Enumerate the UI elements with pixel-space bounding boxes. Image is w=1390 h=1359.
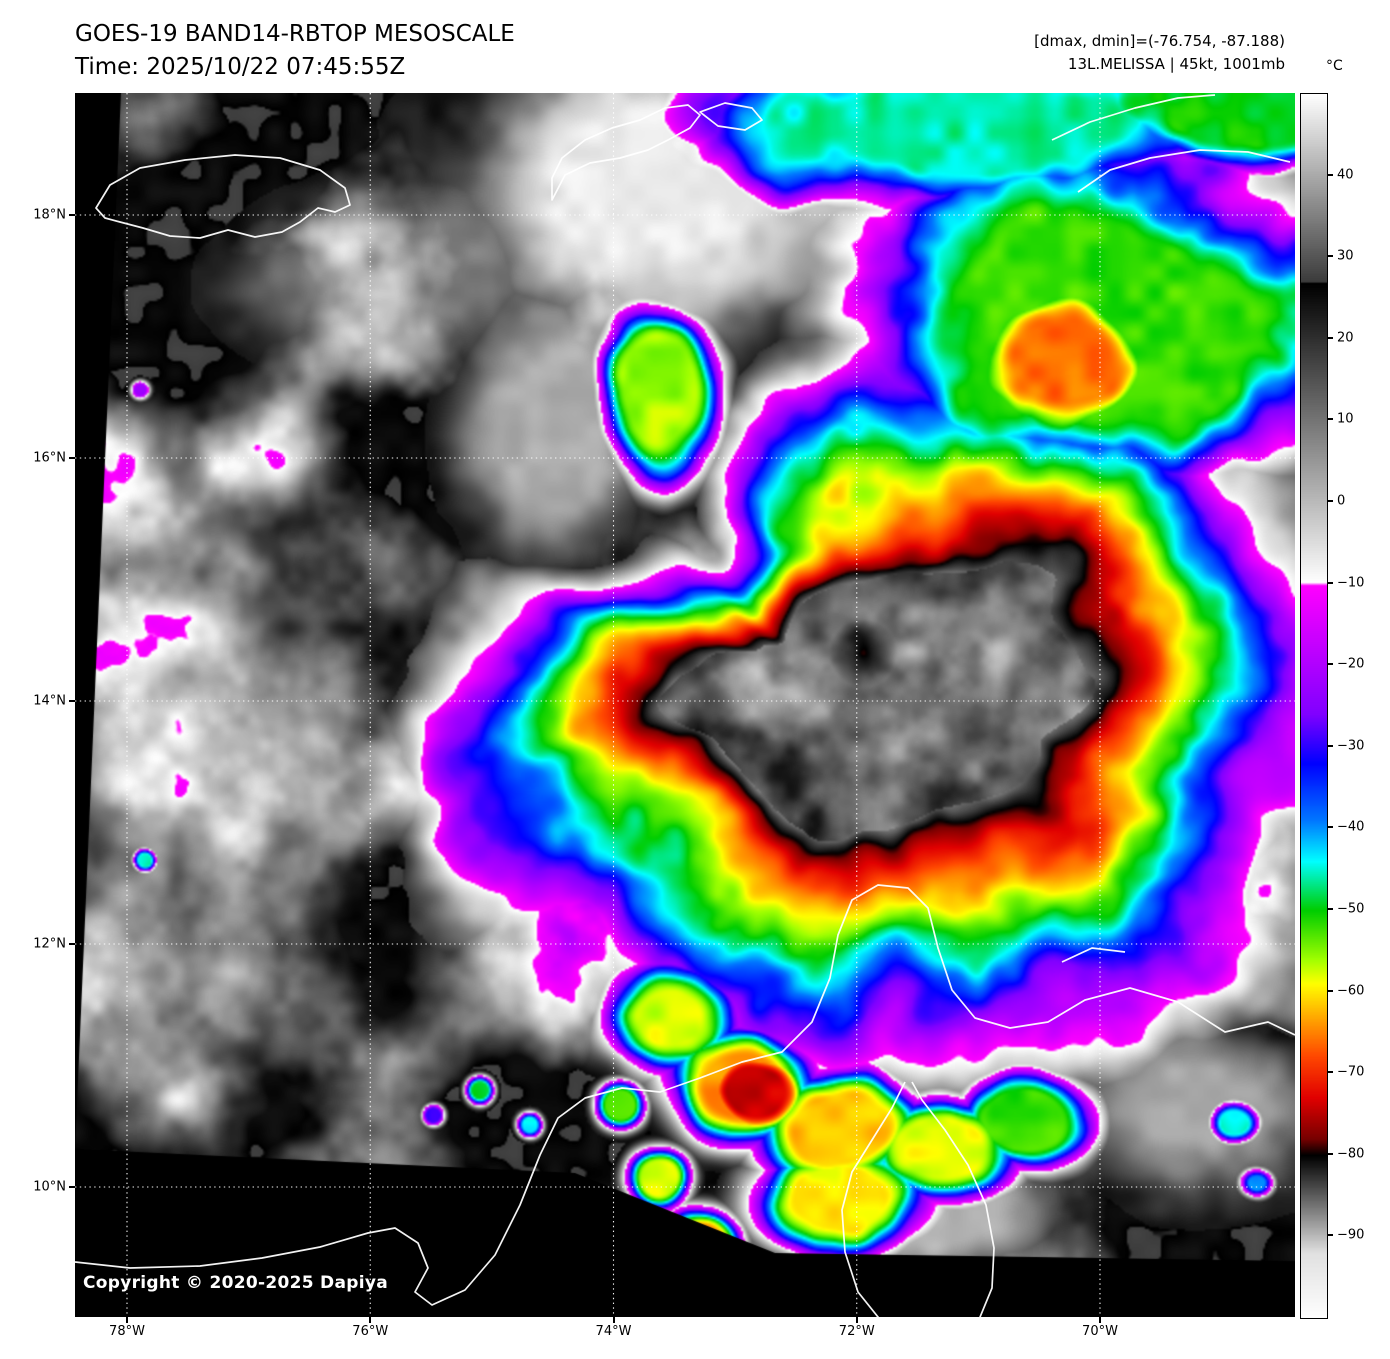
product-title: GOES-19 BAND14-RBTOP MESOSCALE bbox=[75, 21, 515, 47]
cbar-label--70: −70 bbox=[1337, 1064, 1365, 1080]
cbar-label-40: 40 bbox=[1337, 167, 1354, 183]
cbar-tick--40 bbox=[1328, 826, 1333, 829]
product-info-block: [dmax, dmin]=(-76.754, -87.188) 13L.MELI… bbox=[1034, 30, 1285, 75]
coast-south-america bbox=[75, 884, 1295, 1306]
lon-tick-76 bbox=[369, 1317, 372, 1323]
lon-label-76: 76°W bbox=[352, 1324, 389, 1339]
graticule-gridlines bbox=[75, 93, 1295, 1317]
cbar-label--30: −30 bbox=[1337, 738, 1365, 754]
cbar-tick--10 bbox=[1328, 581, 1333, 584]
dmax-dmin-readout: [dmax, dmin]=(-76.754, -87.188) bbox=[1034, 32, 1285, 50]
lat-tick-18 bbox=[69, 214, 75, 216]
map-overlay bbox=[75, 93, 1295, 1317]
lon-label-72: 72°W bbox=[838, 1324, 875, 1339]
lon-tick-78 bbox=[126, 1317, 128, 1323]
cbar-label--90: −90 bbox=[1337, 1227, 1365, 1243]
cbar-label--10: −10 bbox=[1337, 575, 1365, 591]
colorbar-unit-label: °C bbox=[1326, 58, 1343, 74]
cbar-label--50: −50 bbox=[1337, 901, 1365, 917]
copyright-label: Copyright © 2020-2025 Dapiya bbox=[83, 1273, 388, 1293]
cbar-tick--80 bbox=[1328, 1152, 1333, 1155]
cbar-tick--90 bbox=[1328, 1234, 1333, 1237]
colorbar-canvas bbox=[1301, 94, 1327, 1318]
cbar-label-30: 30 bbox=[1337, 248, 1354, 264]
lat-tick-10 bbox=[69, 1186, 75, 1188]
cbar-tick-0 bbox=[1328, 500, 1333, 502]
cbar-label--80: −80 bbox=[1337, 1146, 1365, 1162]
cbar-tick--50 bbox=[1328, 908, 1333, 910]
lon-label-74: 74°W bbox=[595, 1324, 632, 1339]
cbar-tick-40 bbox=[1328, 173, 1333, 176]
lat-tick-16 bbox=[69, 457, 75, 459]
coast-hispaniola-south bbox=[1077, 149, 1291, 193]
lon-tick-70 bbox=[1099, 1317, 1101, 1323]
coast-haiti-peninsula bbox=[551, 104, 701, 201]
lat-label-12: 12°N bbox=[33, 936, 66, 952]
storm-info: 13L.MELISSA | 45kt, 1001mb bbox=[1067, 54, 1285, 73]
cbar-tick-30 bbox=[1328, 255, 1333, 258]
lat-label-10: 10°N bbox=[33, 1179, 66, 1195]
lat-label-16: 16°N bbox=[33, 450, 66, 466]
coast-venezuela-islands bbox=[1061, 947, 1126, 963]
lon-tick-72 bbox=[855, 1317, 858, 1323]
lon-label-70: 70°W bbox=[1082, 1324, 1118, 1339]
cbar-tick-20 bbox=[1328, 336, 1333, 339]
cbar-label-0: 0 bbox=[1337, 493, 1346, 509]
cbar-label--20: −20 bbox=[1337, 656, 1365, 672]
lon-tick-74 bbox=[612, 1317, 615, 1323]
cbar-tick--20 bbox=[1328, 663, 1333, 666]
colorbar bbox=[1300, 93, 1328, 1319]
coast-jamaica bbox=[95, 154, 351, 239]
lat-tick-14 bbox=[69, 700, 75, 702]
cbar-label--60: −60 bbox=[1337, 983, 1365, 999]
cbar-label-10: 10 bbox=[1337, 411, 1354, 427]
cbar-tick--60 bbox=[1328, 989, 1333, 992]
cbar-tick-10 bbox=[1328, 418, 1333, 421]
product-title-block: GOES-19 BAND14-RBTOP MESOSCALE Time: 202… bbox=[75, 18, 515, 85]
lon-label-78: 78°W bbox=[109, 1324, 145, 1339]
coast-hispaniola-north bbox=[1051, 94, 1216, 141]
coastlines bbox=[75, 94, 1295, 1317]
coast-gonave-island bbox=[699, 102, 763, 131]
cbar-tick--30 bbox=[1328, 744, 1333, 747]
coast-lake-maracaibo bbox=[841, 1081, 995, 1317]
cbar-label--40: −40 bbox=[1337, 819, 1365, 835]
satellite-image-canvas bbox=[75, 93, 1295, 1317]
cbar-tick--70 bbox=[1328, 1071, 1333, 1074]
lat-label-18: 18°N bbox=[33, 207, 66, 223]
cbar-label-20: 20 bbox=[1337, 330, 1354, 346]
product-time: Time: 2025/10/22 07:45:55Z bbox=[75, 54, 406, 81]
lat-tick-12 bbox=[69, 943, 75, 945]
lat-label-14: 14°N bbox=[33, 693, 66, 709]
map-plot-area: Copyright © 2020-2025 Dapiya bbox=[75, 93, 1295, 1317]
